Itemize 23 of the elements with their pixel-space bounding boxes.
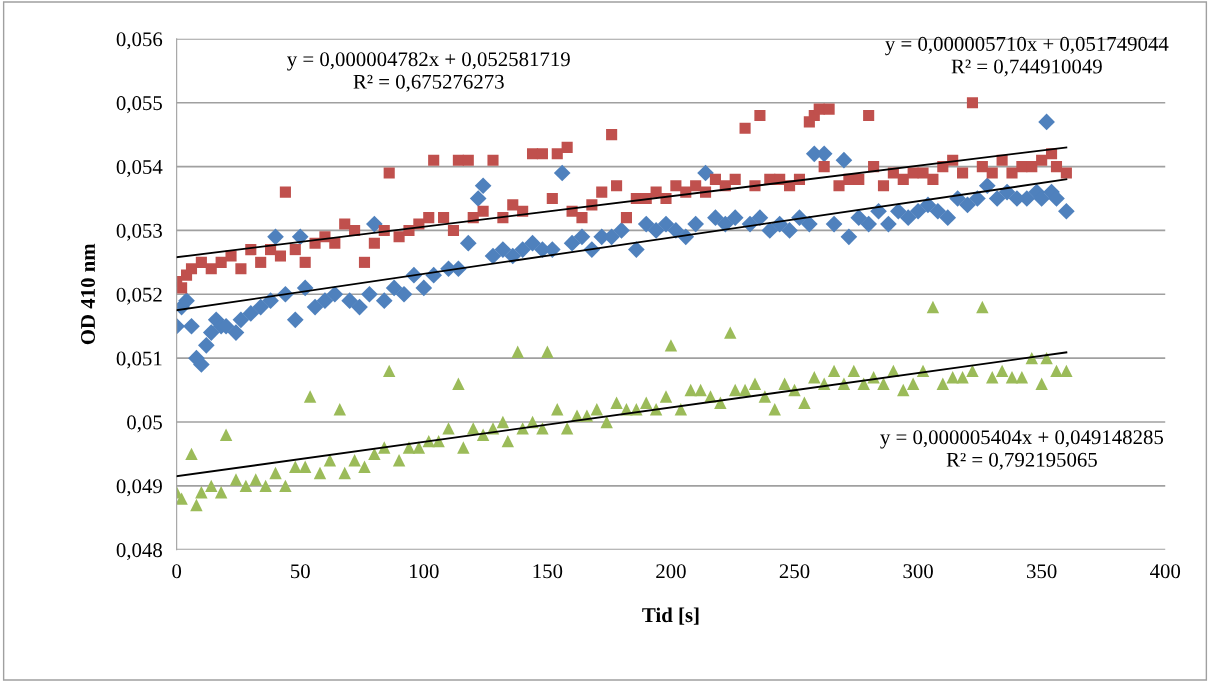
x-tick-label: 250 [779, 564, 810, 579]
x-tick-label: 400 [1150, 564, 1181, 579]
y-tick-label: 0,05 [127, 415, 162, 433]
annotation: y = 0,000005404x + 0,049148285 R² = 0,792195065 [880, 430, 1164, 470]
y-tick-label: 0,049 [116, 479, 162, 497]
x-tick-label: 0 [172, 564, 182, 579]
y-axis-title: OD 410 nm [80, 243, 95, 345]
annotation: y = 0,000005710x + 0,051749044 R² = 0,744910049 [885, 36, 1169, 77]
y-tick-label: 0,055 [116, 96, 162, 114]
y-tick-label: 0,053 [116, 223, 162, 241]
x-tick-label: 50 [291, 564, 310, 579]
y-tick-label: 0,052 [116, 287, 162, 305]
annotation: y = 0,000004782x + 0,052581719 R² = 0,675276273 [287, 52, 570, 92]
y-tick-label: 0,056 [116, 32, 163, 50]
x-tick-label: 350 [1027, 564, 1057, 579]
x-tick-label: 200 [656, 564, 686, 579]
x-tick-label: 100 [410, 564, 439, 579]
y-tick-label: 0,051 [116, 351, 162, 369]
y-tick-label: 0,048 [116, 543, 162, 561]
y-tick-label: 0,054 [116, 159, 163, 178]
x-tick-label: 150 [533, 564, 563, 579]
x-axis-title: Tid [s] [642, 607, 699, 625]
x-tick-label: 300 [903, 564, 933, 579]
